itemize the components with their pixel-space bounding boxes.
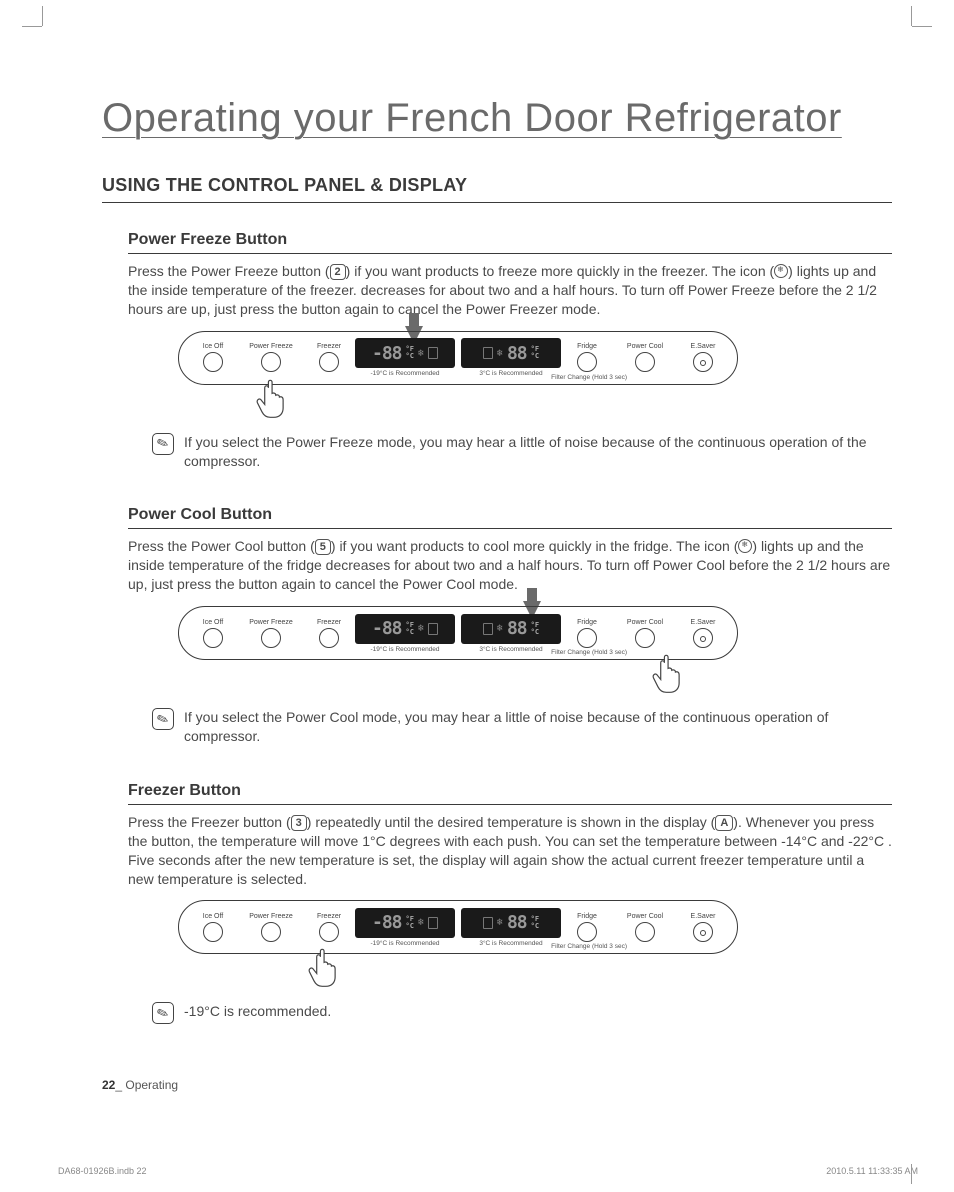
- body-text: Press the Power Freeze button (2) if you…: [128, 262, 892, 319]
- hand-pointer-icon: [646, 650, 692, 696]
- freezer-display: -88 °F°C ❄: [355, 614, 455, 644]
- freezer-display: -88 °F°C ❄: [355, 908, 455, 938]
- panel-btn-power-cool: Power Cool: [625, 913, 665, 942]
- panel-btn-power-freeze: Power Freeze: [251, 343, 291, 372]
- sub-heading: Power Cool Button: [128, 506, 892, 529]
- panel-btn-esaver: E.Saver: [683, 913, 723, 942]
- section-power-cool: Power Cool Button Press the Power Cool b…: [128, 506, 892, 745]
- panel-btn-power-cool: Power Cool: [625, 619, 665, 648]
- body-text: Press the Freezer button (3) repeatedly …: [128, 813, 892, 889]
- crop-mark: [911, 6, 912, 26]
- panel-btn-esaver: E.Saver: [683, 619, 723, 648]
- control-panel-figure: Ice Off Power Freeze Freezer -88 °F°C ❄ …: [178, 606, 892, 696]
- page-title: Operating your French Door Refrigerator: [102, 96, 912, 141]
- panel-btn-power-freeze: Power Freeze: [251, 913, 291, 942]
- fridge-display: ❄ 88 °F°C: [461, 614, 561, 644]
- note: ✎ If you select the Power Freeze mode, y…: [152, 433, 892, 471]
- control-panel: Ice Off Power Freeze Freezer -88 °F°C ❄ …: [178, 900, 738, 954]
- section-freezer: Freezer Button Press the Freezer button …: [128, 782, 892, 1025]
- sub-heading: Freezer Button: [128, 782, 892, 805]
- crop-mark: [42, 6, 43, 26]
- panel-btn-freezer: Freezer: [309, 913, 349, 942]
- snowflake-icon: [774, 264, 788, 278]
- footer-filename: DA68-01926B.indb 22: [58, 1166, 147, 1176]
- panel-btn-freezer: Freezer: [309, 343, 349, 372]
- sub-heading: Power Freeze Button: [128, 231, 892, 254]
- arrow-icon: [409, 313, 419, 327]
- crop-mark: [912, 26, 932, 27]
- fridge-display: ❄ 88 °F°C: [461, 908, 561, 938]
- keycap-5: 5: [315, 539, 331, 555]
- control-panel-figure: Ice Off Power Freeze Freezer -88 °F°C ❄ …: [178, 900, 892, 990]
- keycap-a: A: [715, 815, 733, 831]
- footer-timestamp: 2010.5.11 11:33:35 AM: [826, 1166, 918, 1176]
- hand-pointer-icon: [302, 944, 348, 990]
- hand-pointer-icon: [250, 375, 296, 421]
- section-power-freeze: Power Freeze Button Press the Power Free…: [128, 231, 892, 470]
- crop-mark: [911, 1164, 912, 1184]
- page-number: 22_ Operating: [102, 1078, 178, 1092]
- control-panel-figure: Ice Off Power Freeze Freezer -88 °F°C ❄ …: [178, 331, 892, 421]
- section-heading: USING THE CONTROL PANEL & DISPLAY: [102, 175, 892, 203]
- page: Operating your French Door Refrigerator …: [42, 26, 912, 1166]
- note: ✎ -19°C is recommended.: [152, 1002, 892, 1024]
- note: ✎ If you select the Power Cool mode, you…: [152, 708, 892, 746]
- panel-btn-power-cool: Power Cool: [625, 343, 665, 372]
- panel-btn-fridge: Fridge: [567, 913, 607, 942]
- panel-btn-ice-off: Ice Off: [193, 913, 233, 942]
- keycap-3: 3: [291, 815, 307, 831]
- panel-btn-freezer: Freezer: [309, 619, 349, 648]
- panel-btn-fridge: Fridge: [567, 619, 607, 648]
- powercool-icon: [738, 539, 752, 553]
- panel-btn-fridge: Fridge: [567, 343, 607, 372]
- crop-mark: [22, 26, 42, 27]
- panel-btn-ice-off: Ice Off: [193, 619, 233, 648]
- note-icon: ✎: [152, 433, 174, 455]
- note-icon: ✎: [152, 1002, 174, 1024]
- panel-btn-esaver: E.Saver: [683, 343, 723, 372]
- fridge-display: ❄ 88 °F°C: [461, 338, 561, 368]
- arrow-icon: [527, 588, 537, 602]
- body-text: Press the Power Cool button (5) if you w…: [128, 537, 892, 594]
- panel-btn-power-freeze: Power Freeze: [251, 619, 291, 648]
- keycap-2: 2: [330, 264, 346, 280]
- panel-btn-ice-off: Ice Off: [193, 343, 233, 372]
- note-icon: ✎: [152, 708, 174, 730]
- freezer-display: -88 °F°C ❄: [355, 338, 455, 368]
